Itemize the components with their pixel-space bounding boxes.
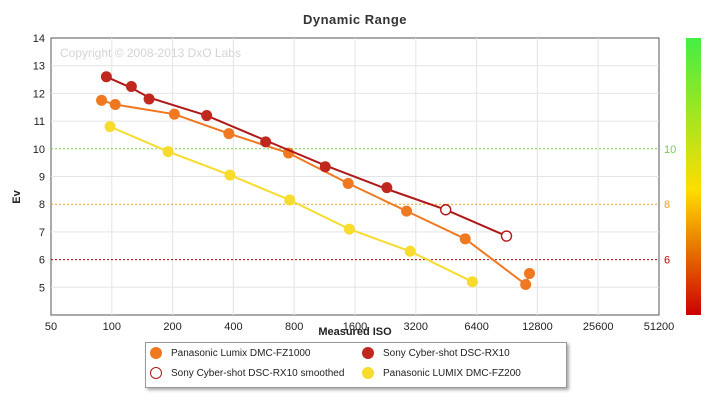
legend-label-rx10-smoothed: Sony Cyber-shot DSC-RX10 smoothed bbox=[171, 367, 345, 379]
data-point[interactable] bbox=[143, 93, 155, 105]
chart-title: Dynamic Range bbox=[303, 12, 407, 27]
data-point[interactable] bbox=[381, 182, 393, 194]
series-sony-cyber-shot-dsc-rx10 bbox=[100, 71, 393, 194]
legend-label-fz1000: Panasonic Lumix DMC-FZ1000 bbox=[171, 347, 311, 359]
x-tick-label: 100 bbox=[103, 321, 121, 333]
data-point[interactable] bbox=[319, 161, 331, 173]
legend-marker-rx10 bbox=[362, 347, 374, 359]
axis-ticks: 50 100 200 400 800 1600 3200 6400 12800 25600 5120… bbox=[33, 33, 675, 333]
legend-item-rx10[interactable]: Sony Cyber-shot DSC-RX10 bbox=[362, 344, 510, 362]
data-point[interactable] bbox=[401, 205, 413, 217]
series-line bbox=[101, 99, 531, 287]
legend-label-rx10: Sony Cyber-shot DSC-RX10 bbox=[383, 347, 510, 359]
data-point[interactable] bbox=[466, 276, 478, 288]
legend-item-fz1000[interactable]: Panasonic Lumix DMC-FZ1000 bbox=[150, 344, 311, 362]
legend: Panasonic Lumix DMC-FZ1000 Sony Cyber-sh… bbox=[145, 342, 567, 388]
data-point[interactable] bbox=[100, 71, 112, 83]
y-tick-label: 5 bbox=[39, 282, 45, 294]
data-point[interactable] bbox=[96, 94, 108, 106]
reference-label-8: 8 bbox=[664, 199, 670, 211]
copyright-watermark: Copyright © 2008-2013 DxO Labs bbox=[60, 46, 241, 60]
legend-marker-fz200 bbox=[362, 367, 374, 379]
legend-marker-fz1000 bbox=[150, 347, 162, 359]
data-point[interactable] bbox=[224, 169, 236, 181]
legend-marker-rx10-smoothed bbox=[150, 367, 162, 379]
y-tick-label: 6 bbox=[39, 255, 45, 267]
data-point[interactable] bbox=[500, 230, 513, 242]
data-point[interactable] bbox=[284, 194, 296, 206]
x-tick-label: 51200 bbox=[644, 321, 675, 333]
reference-lines: 10 8 6 bbox=[51, 144, 676, 267]
series-layer bbox=[96, 71, 536, 291]
legend-item-rx10-smoothed[interactable]: Sony Cyber-shot DSC-RX10 smoothed bbox=[150, 364, 344, 382]
reference-label-6: 6 bbox=[664, 255, 670, 267]
legend-item-fz200[interactable]: Panasonic LUMIX DMC-FZ200 bbox=[362, 364, 521, 382]
x-axis-title: Measured ISO bbox=[318, 326, 392, 338]
y-tick-label: 13 bbox=[33, 61, 45, 73]
data-point[interactable] bbox=[404, 245, 416, 257]
series-panasonic-lumix-dmc-fz1000 bbox=[96, 94, 536, 291]
data-point[interactable] bbox=[459, 233, 471, 245]
y-axis-title: Ev bbox=[11, 189, 23, 203]
y-tick-label: 11 bbox=[34, 116, 45, 128]
y-tick-label: 8 bbox=[39, 199, 45, 211]
data-point[interactable] bbox=[104, 121, 116, 133]
data-point[interactable] bbox=[520, 279, 532, 291]
series-panasonic-lumix-dmc-fz200 bbox=[104, 121, 478, 288]
x-tick-label: 800 bbox=[285, 321, 303, 333]
data-point[interactable] bbox=[440, 204, 452, 216]
y-tick-label: 12 bbox=[33, 88, 45, 100]
data-point[interactable] bbox=[201, 110, 213, 122]
data-point[interactable] bbox=[342, 177, 354, 189]
x-tick-label: 25600 bbox=[583, 321, 614, 333]
x-tick-label: 50 bbox=[45, 321, 57, 333]
data-point[interactable] bbox=[109, 98, 121, 110]
color-scale-bar bbox=[686, 38, 701, 315]
data-point[interactable] bbox=[168, 108, 180, 120]
data-point[interactable] bbox=[125, 80, 137, 92]
legend-label-fz200: Panasonic LUMIX DMC-FZ200 bbox=[383, 367, 521, 379]
y-tick-label: 9 bbox=[39, 172, 45, 184]
x-tick-label: 3200 bbox=[404, 321, 428, 333]
x-tick-label: 6400 bbox=[464, 321, 488, 333]
data-point[interactable] bbox=[223, 128, 235, 140]
y-tick-label: 10 bbox=[33, 144, 45, 156]
data-point[interactable] bbox=[524, 267, 536, 279]
data-point[interactable] bbox=[162, 146, 174, 158]
x-tick-label: 400 bbox=[224, 321, 242, 333]
x-tick-label: 1600 bbox=[343, 321, 367, 333]
y-tick-label: 7 bbox=[39, 227, 45, 239]
x-tick-label: 200 bbox=[163, 321, 181, 333]
data-point[interactable] bbox=[260, 136, 272, 148]
reference-label-10: 10 bbox=[664, 144, 676, 156]
x-tick-label: 12800 bbox=[522, 321, 553, 333]
data-point[interactable] bbox=[343, 223, 355, 235]
y-tick-label: 14 bbox=[33, 33, 45, 45]
